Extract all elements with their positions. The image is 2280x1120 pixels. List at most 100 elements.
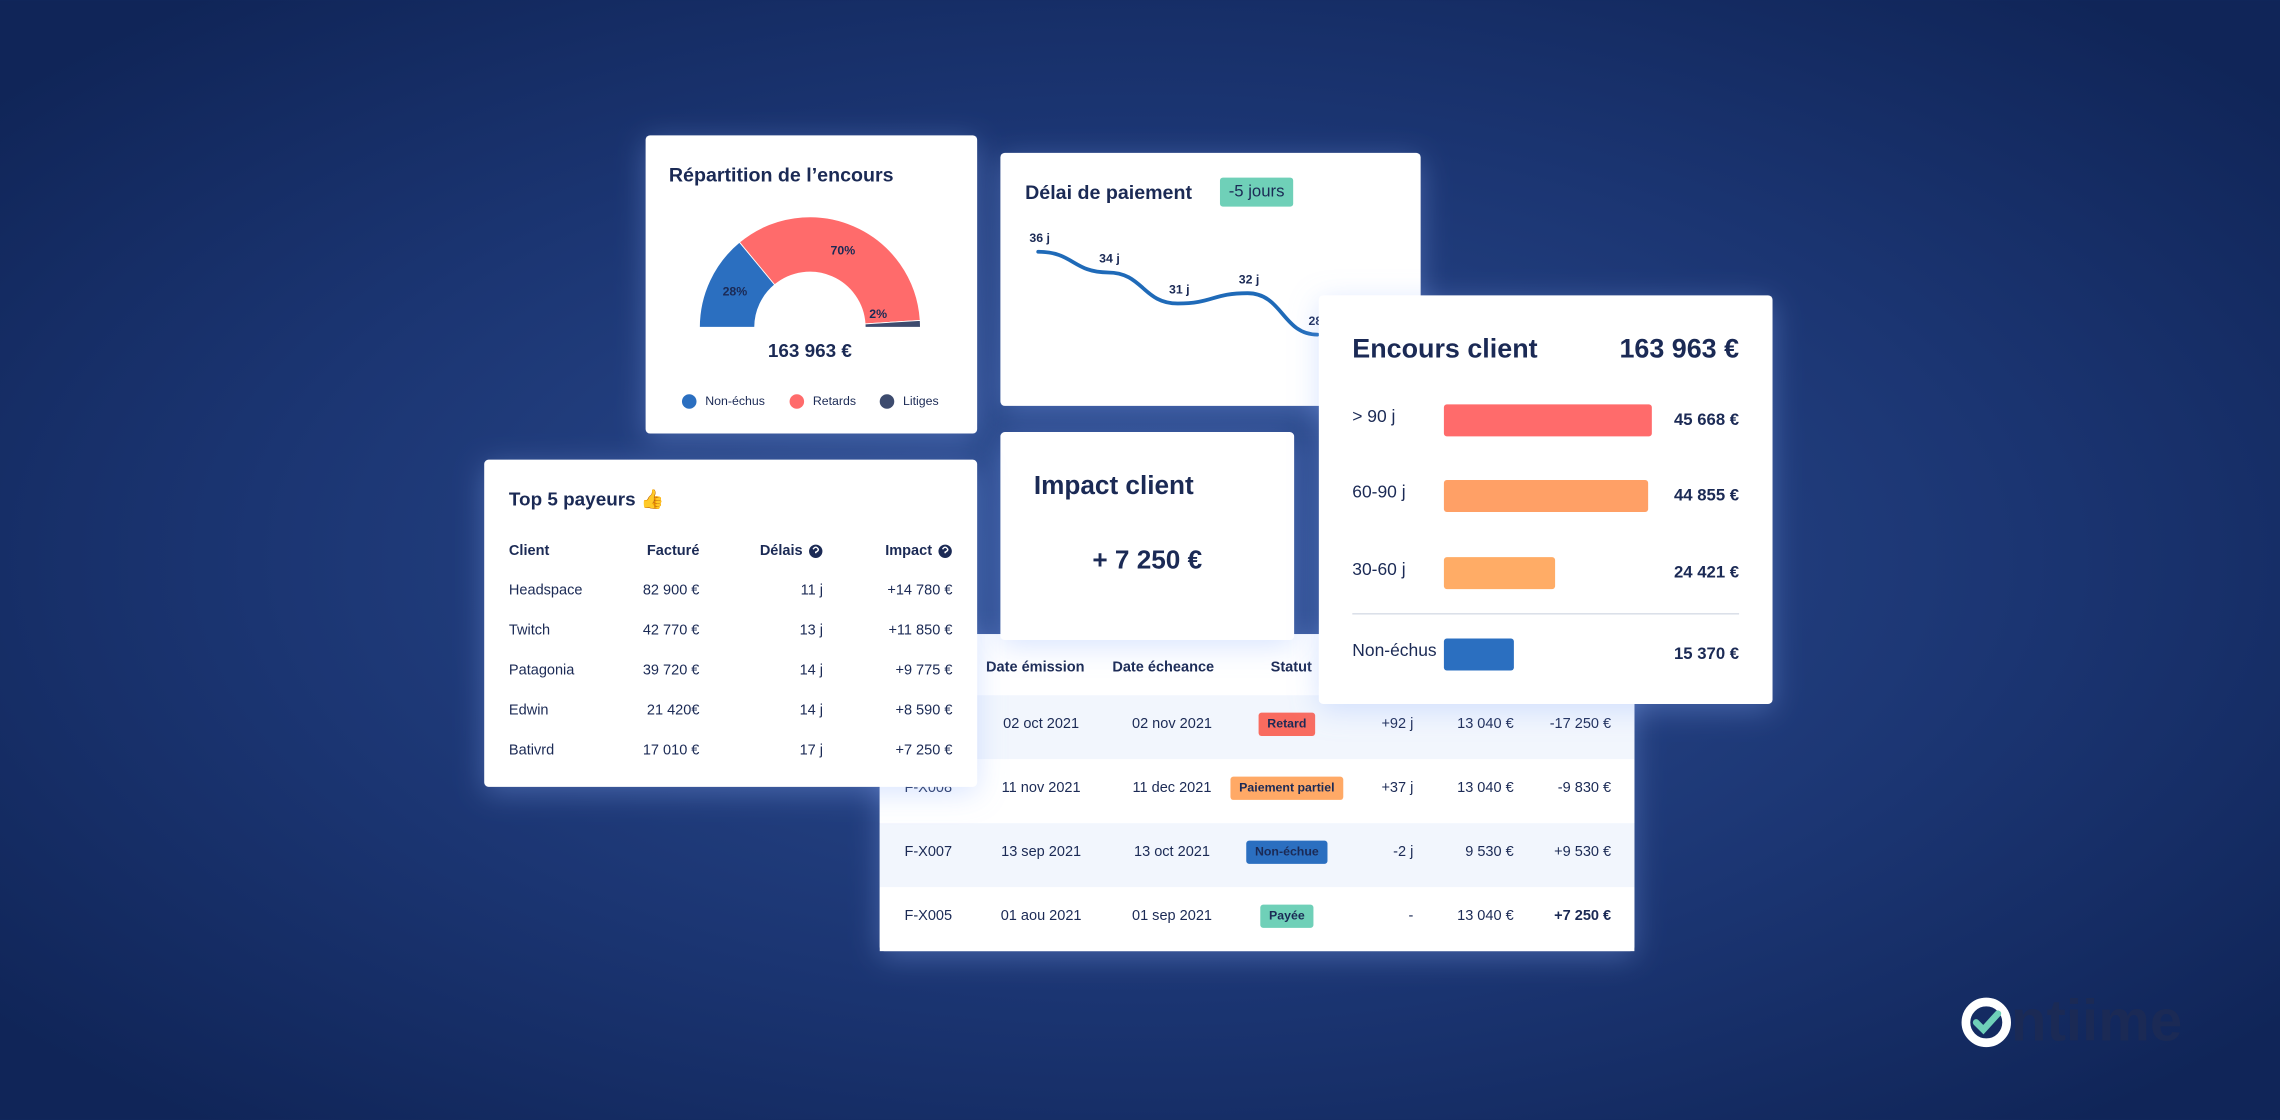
impact: +9 530 € (1554, 844, 1611, 860)
table-cell: +14 780 € (887, 582, 952, 598)
column-header: Client (509, 543, 550, 559)
impact: -17 250 € (1550, 716, 1611, 732)
line (1036, 249, 1320, 337)
cards: Date émission Date écheance Statut 02 oct 2… (484, 135, 2182, 1054)
help-glyph (941, 546, 949, 554)
bar-label: Non-échus (1352, 640, 1437, 660)
top-payers-card (484, 459, 978, 787)
invoice-row (879, 887, 1635, 952)
due-date: 11 dec 2021 (1133, 780, 1212, 796)
total: 163 963 € (1619, 334, 1739, 364)
status: Retard (1267, 717, 1306, 731)
bar-label: 60-90 j (1352, 482, 1405, 502)
line-card (1000, 152, 1421, 406)
issue-date: 02 oct 2021 (1003, 716, 1079, 732)
help-icon (809, 544, 823, 558)
column-header: Date écheance (1112, 659, 1214, 675)
chart-title: Délai de paiement (1025, 182, 1192, 204)
delay: +37 j (1381, 780, 1413, 796)
total: 163 963 € (768, 341, 853, 362)
status-badge (1246, 840, 1328, 864)
bar (1443, 480, 1649, 513)
table-cell: 82 900 € (643, 582, 700, 598)
help-icon (938, 544, 952, 558)
status-badge (1260, 904, 1314, 928)
delay: +92 j (1381, 716, 1413, 732)
table-cell: 42 770 € (643, 622, 700, 638)
table-title: Top 5 payeurs 👍 (509, 487, 664, 510)
impact: +7 250 € (1554, 908, 1611, 924)
legend-dot (681, 394, 697, 409)
legend-dot (879, 394, 895, 409)
bar-label: 30-60 j (1352, 559, 1405, 579)
point-label: 34 j (1099, 252, 1120, 266)
bar-label: > 90 j (1352, 406, 1395, 426)
status-badge (1230, 776, 1344, 800)
logo-check (1972, 1010, 2002, 1035)
logo-mark (1961, 997, 2011, 1048)
chart-title: Répartition de l’encours (669, 164, 894, 186)
issue-date: 01 aou 2021 (1001, 908, 1082, 924)
impact-value: + 7 250 € (1092, 544, 1202, 574)
table-cell: 14 j (800, 702, 823, 718)
table-cell: 39 720 € (643, 662, 700, 678)
invoice-id: F-X005 (904, 908, 952, 924)
status: Paiement partiel (1239, 781, 1334, 795)
value-label: 44 855 € (1674, 485, 1739, 504)
table-cell: Bativrd (509, 742, 554, 758)
due-date: 01 sep 2021 (1132, 908, 1212, 924)
issue-date: 11 nov 2021 (1002, 780, 1081, 796)
segment-label: 2% (869, 307, 887, 321)
amount: 13 040 € (1457, 780, 1514, 796)
legend-dot (789, 394, 805, 409)
column-header: Statut (1271, 659, 1312, 675)
table-cell: +7 250 € (895, 742, 952, 758)
delay: - (1409, 908, 1414, 924)
bar (1443, 638, 1514, 671)
point-label: 36 j (1029, 231, 1050, 245)
donut-card (645, 135, 978, 434)
impact-title: Impact client (1034, 470, 1194, 500)
donut-segment (738, 216, 921, 325)
issue-date: 13 sep 2021 (1001, 844, 1081, 860)
point-label: 31 j (1169, 283, 1190, 297)
status: Non-échue (1255, 845, 1319, 859)
column-header: Délais (760, 543, 803, 559)
table-cell: 17 010 € (643, 742, 700, 758)
table-cell: +11 850 € (888, 622, 952, 638)
table-cell: Patagonia (509, 662, 575, 678)
table-cell: 13 j (800, 622, 823, 638)
column-header: Impact (885, 543, 932, 559)
value-label: 15 370 € (1674, 644, 1739, 663)
segment-label: 70% (830, 244, 855, 258)
value-label: 45 668 € (1674, 410, 1739, 429)
impact-card (1000, 432, 1295, 640)
status: Payée (1269, 909, 1305, 923)
table-cell: Headspace (509, 582, 583, 598)
column-header: Facturé (647, 543, 700, 559)
legend-label: Litiges (903, 394, 939, 408)
status-badge (1258, 712, 1316, 736)
table-cell: Edwin (509, 702, 549, 718)
donut-segment (864, 319, 921, 328)
table-cell: 14 j (800, 662, 823, 678)
table-cell: Twitch (509, 622, 550, 638)
column-header: Date émission (986, 659, 1085, 675)
help-glyph (812, 546, 820, 554)
amount: 13 040 € (1457, 908, 1514, 924)
table-cell: +9 775 € (895, 662, 952, 678)
chart-title: Encours client (1352, 334, 1537, 364)
invoice-id: F-X007 (904, 844, 952, 860)
value-label: 24 421 € (1674, 563, 1739, 582)
logo: ntiime (2011, 989, 2182, 1054)
delay: -2 j (1393, 844, 1413, 860)
badge-label: -5 jours (1229, 182, 1285, 201)
invoice-row (879, 695, 1635, 760)
amount: 9 530 € (1465, 844, 1513, 860)
due-date: 02 nov 2021 (1132, 716, 1212, 732)
badge (1219, 177, 1294, 207)
segment-label: 28% (723, 284, 748, 298)
bar (1443, 557, 1556, 590)
